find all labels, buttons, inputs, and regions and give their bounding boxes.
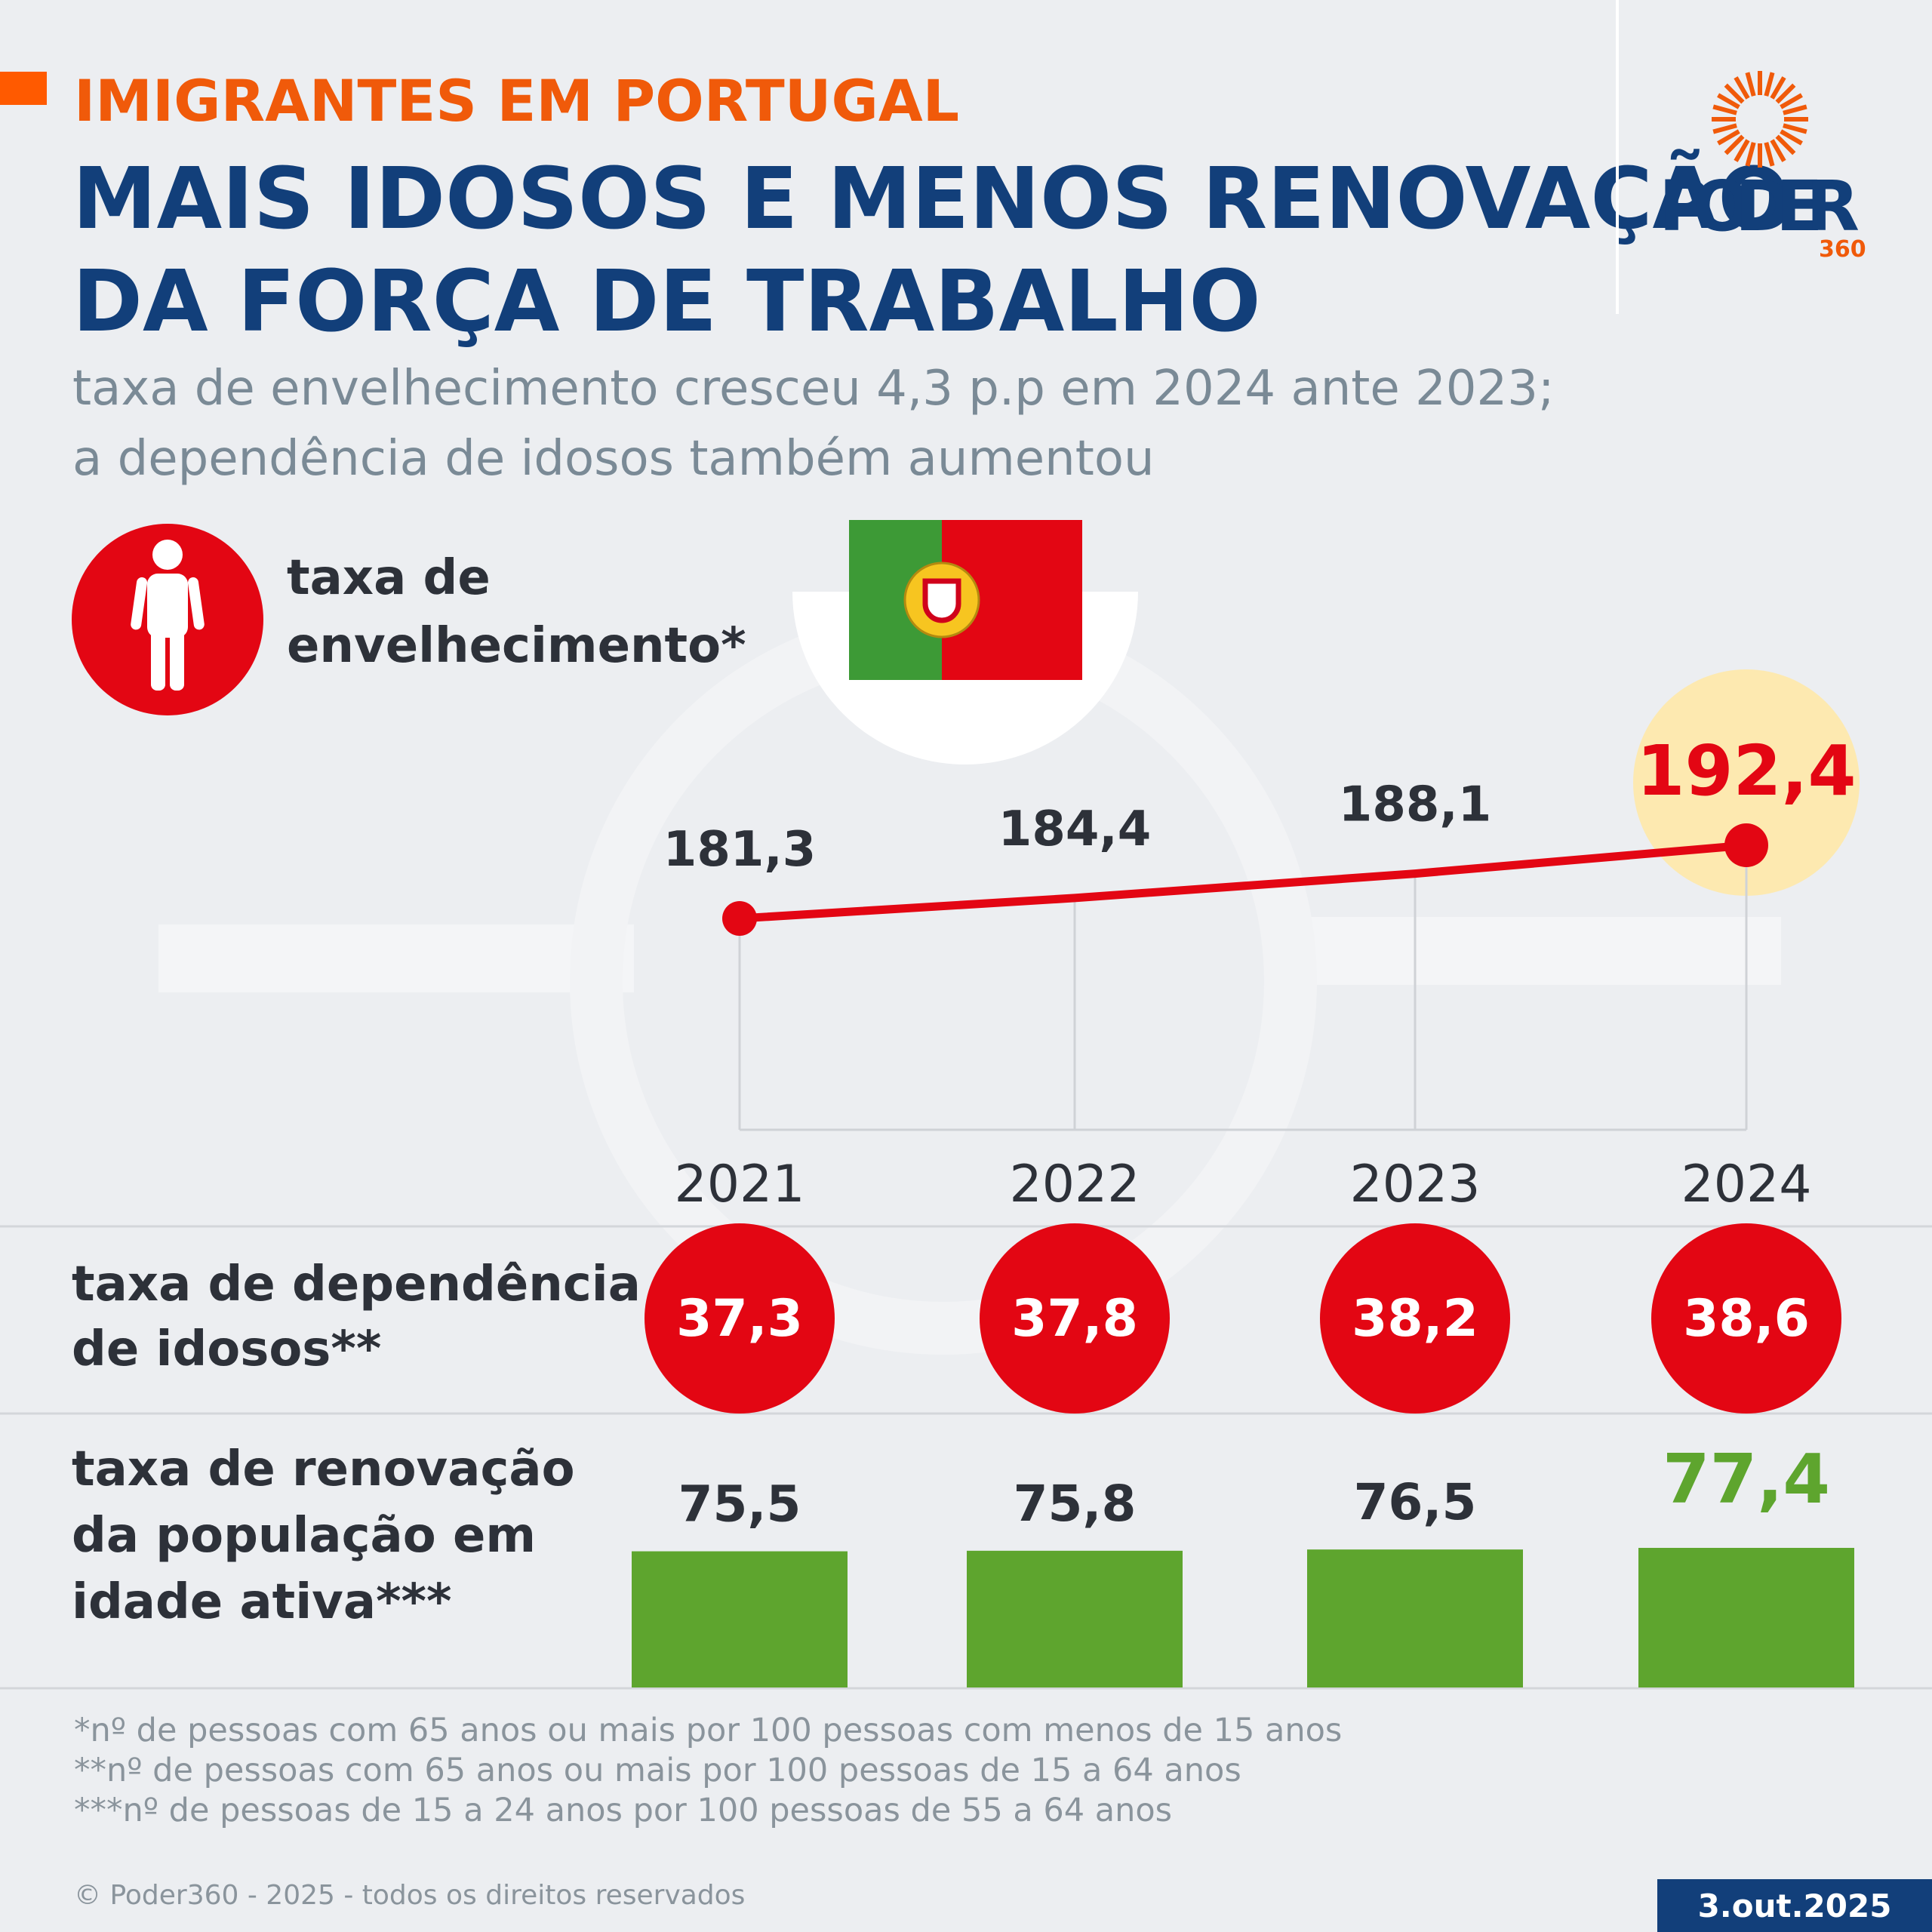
- copyright: © Poder360 - 2025 - todos os direitos re…: [74, 1880, 745, 1911]
- logo-name: PODER: [1659, 166, 1860, 247]
- logo-ray: [1717, 93, 1740, 109]
- footnote: *nº de pessoas com 65 anos ou mais por 1…: [74, 1712, 1342, 1749]
- value-label: 77,4: [1663, 1440, 1830, 1519]
- value-circle: [1651, 1223, 1841, 1414]
- value-label: 37,8: [1011, 1289, 1138, 1349]
- subtitle-line: taxa de envelhecimento cresceu 4,3 p.p e…: [72, 361, 1555, 417]
- logo-ray: [1770, 76, 1786, 100]
- chart-title: idade ativa***: [72, 1574, 451, 1630]
- subtitle-line: a dependência de idosos também aumentou: [72, 431, 1155, 487]
- title-line: DA FORÇA DE TRABALHO: [72, 253, 1261, 351]
- logo-number: 360: [1819, 236, 1866, 263]
- value-circle: [645, 1223, 835, 1414]
- value-label: 188,1: [1339, 777, 1491, 833]
- logo-ray: [1734, 139, 1750, 162]
- value-label: 75,8: [1014, 1475, 1137, 1533]
- x-tick-label: 2021: [674, 1155, 804, 1214]
- logo-ray: [1764, 72, 1775, 97]
- chart-title: de idosos**: [72, 1321, 381, 1377]
- point: [722, 901, 757, 936]
- value-label: 184,4: [998, 801, 1151, 857]
- accent-square: [0, 72, 47, 105]
- footnote: ***nº de pessoas de 15 a 24 anos por 100…: [74, 1792, 1172, 1829]
- value-label: 76,5: [1354, 1473, 1477, 1531]
- logo-ray: [1783, 104, 1807, 115]
- logo-ray: [1734, 76, 1750, 100]
- bar: [1638, 1548, 1854, 1687]
- value-label: 37,3: [676, 1289, 803, 1349]
- logo-ray: [1717, 129, 1740, 146]
- flag-shield: [922, 578, 961, 623]
- title-line: MAIS IDOSOS E MENOS RENOVAÇÃO: [72, 149, 1789, 248]
- chart-title: taxa de dependência: [72, 1257, 641, 1312]
- bar: [967, 1550, 1183, 1687]
- value-label: 38,2: [1352, 1289, 1478, 1349]
- logo-ray: [1764, 142, 1775, 167]
- value-label: 75,5: [678, 1475, 801, 1534]
- logo-ray: [1745, 142, 1756, 167]
- logo-ray: [1712, 123, 1737, 134]
- logo-ray: [1724, 134, 1745, 155]
- bar: [632, 1551, 848, 1687]
- line: [739, 841, 1747, 923]
- point: [1724, 823, 1768, 867]
- logo-sun: [1712, 71, 1808, 168]
- value-label: 181,3: [663, 822, 816, 878]
- logo-ray: [1783, 123, 1807, 134]
- person-icon: [131, 540, 205, 691]
- date-box: [1657, 1879, 1932, 1932]
- chart-title: envelhecimento*: [287, 618, 746, 674]
- chart-title: da população em: [72, 1508, 536, 1564]
- highlight: [1633, 669, 1860, 896]
- logo-ray: [1724, 83, 1745, 104]
- date: 3.out.2025: [1698, 1887, 1892, 1924]
- value-label: 38,6: [1683, 1289, 1810, 1349]
- footnote: **nº de pessoas com 65 anos ou mais por …: [74, 1752, 1241, 1789]
- logo-ray: [1780, 129, 1803, 146]
- logo-ray: [1745, 72, 1756, 97]
- logo-ray: [1775, 83, 1796, 104]
- x-tick-label: 2023: [1349, 1155, 1480, 1214]
- kicker: IMIGRANTES EM PORTUGAL: [74, 67, 959, 134]
- x-tick-label: 2024: [1681, 1155, 1811, 1214]
- chart-title: taxa de: [287, 550, 491, 606]
- chart-title: taxa de renovação: [72, 1441, 575, 1497]
- logo-ray: [1712, 104, 1737, 115]
- value-label: 192,4: [1636, 731, 1856, 811]
- logo-ray: [1780, 93, 1803, 109]
- value-circle: [980, 1223, 1170, 1414]
- value-circle: [1320, 1223, 1510, 1414]
- bar: [1307, 1549, 1523, 1687]
- x-tick-label: 2022: [1009, 1155, 1140, 1214]
- logo-ray: [1770, 139, 1786, 162]
- logo-ray: [1775, 134, 1796, 155]
